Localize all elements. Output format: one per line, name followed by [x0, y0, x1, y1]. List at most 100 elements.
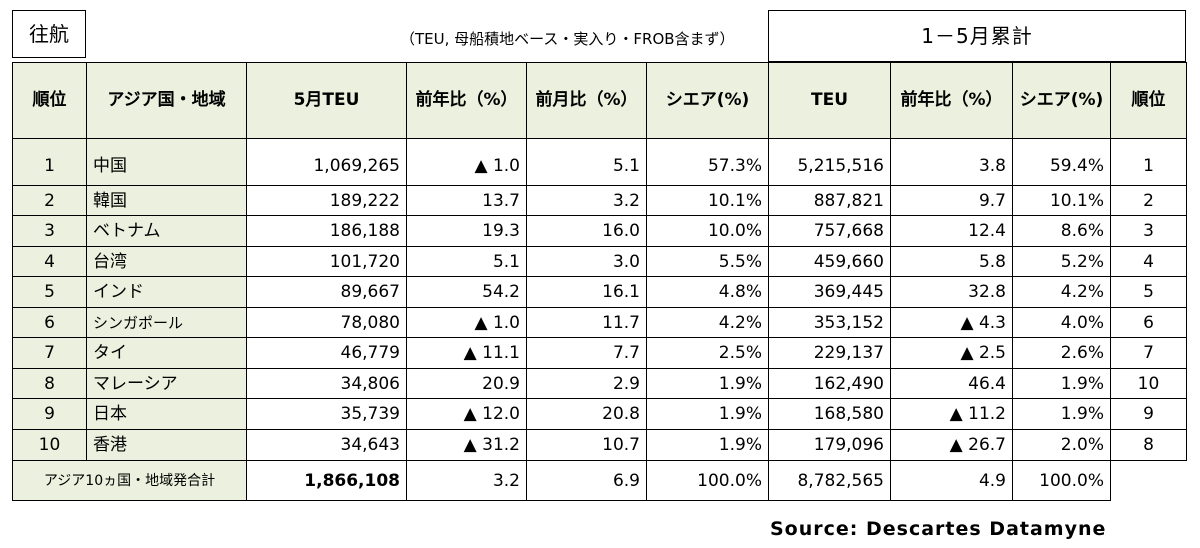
- total-mom: 6.9: [526, 460, 647, 501]
- cum-teu-cell: 229,137: [768, 337, 891, 369]
- cum-yoy-cell: 12.4: [890, 215, 1013, 247]
- cum-share-cell: 2.6%: [1012, 337, 1111, 369]
- cum-share-cell: 4.0%: [1012, 307, 1111, 338]
- cum-rank-cell: 1: [1110, 138, 1187, 186]
- rank-cell: 4: [12, 246, 87, 277]
- cum-teu-cell: 168,580: [768, 398, 891, 430]
- cum-rank-cell: 8: [1110, 429, 1187, 461]
- total-cum-yoy: 4.9: [890, 460, 1013, 501]
- region-cell: 台湾: [86, 246, 247, 277]
- yoy-cell: ▲ 1.0: [406, 307, 527, 338]
- rank-cell: 10: [12, 429, 87, 461]
- share-cell: 1.9%: [646, 368, 769, 399]
- region-cell: 日本: [86, 398, 247, 430]
- rank-cell: 7: [12, 337, 87, 369]
- mom-cell: 5.1: [526, 138, 647, 186]
- may-teu-cell: 46,779: [246, 337, 407, 369]
- cum-yoy-cell: ▲ 26.7: [890, 429, 1013, 461]
- rank-cell: 2: [12, 185, 87, 216]
- region-cell: タイ: [86, 337, 247, 369]
- table-note: （TEU, 母船積地ベース・実入り・FROB含まず）: [400, 30, 735, 48]
- mom-cell: 20.8: [526, 398, 647, 430]
- cum-teu-cell: 757,668: [768, 215, 891, 247]
- region-cell: シンガポール: [86, 307, 247, 338]
- may-teu-cell: 189,222: [246, 185, 407, 216]
- column-header-mom: 前月比（%）: [526, 62, 647, 139]
- rank-cell: 3: [12, 215, 87, 247]
- rank-cell: 1: [12, 138, 87, 186]
- cum-rank-cell: 4: [1110, 246, 1187, 277]
- may-teu-cell: 35,739: [246, 398, 407, 430]
- route-label: 往航: [12, 10, 86, 58]
- region-cell: 中国: [86, 138, 247, 186]
- yoy-cell: 54.2: [406, 276, 527, 308]
- cum-teu-cell: 179,096: [768, 429, 891, 461]
- cum-rank-cell: 2: [1110, 185, 1187, 216]
- region-cell: 韓国: [86, 185, 247, 216]
- cum-yoy-cell: ▲ 11.2: [890, 398, 1013, 430]
- cum-share-cell: 2.0%: [1012, 429, 1111, 461]
- cum-teu-cell: 459,660: [768, 246, 891, 277]
- yoy-cell: ▲ 1.0: [406, 138, 527, 186]
- mom-cell: 3.2: [526, 185, 647, 216]
- mom-cell: 7.7: [526, 337, 647, 369]
- column-header-region: アジア国・地域: [86, 62, 247, 139]
- total-cum-teu: 8,782,565: [768, 460, 891, 501]
- yoy-cell: ▲ 31.2: [406, 429, 527, 461]
- yoy-cell: ▲ 11.1: [406, 337, 527, 369]
- cum-yoy-cell: 9.7: [890, 185, 1013, 216]
- column-header-rank: 順位: [12, 62, 87, 139]
- cum-yoy-cell: 46.4: [890, 368, 1013, 399]
- column-header-may-teu: 5月TEU: [246, 62, 407, 139]
- mom-cell: 16.1: [526, 276, 647, 308]
- may-teu-cell: 101,720: [246, 246, 407, 277]
- cum-yoy-cell: ▲ 4.3: [890, 307, 1013, 338]
- mom-cell: 3.0: [526, 246, 647, 277]
- share-cell: 57.3%: [646, 138, 769, 186]
- yoy-cell: 19.3: [406, 215, 527, 247]
- cum-teu-cell: 369,445: [768, 276, 891, 308]
- share-cell: 1.9%: [646, 398, 769, 430]
- share-cell: 1.9%: [646, 429, 769, 461]
- cum-rank-cell: 3: [1110, 215, 1187, 247]
- cum-teu-cell: 887,821: [768, 185, 891, 216]
- cum-share-cell: 1.9%: [1012, 368, 1111, 399]
- region-cell: マレーシア: [86, 368, 247, 399]
- cum-share-cell: 5.2%: [1012, 246, 1111, 277]
- rank-cell: 9: [12, 398, 87, 430]
- rank-cell: 8: [12, 368, 87, 399]
- cum-rank-cell: 5: [1110, 276, 1187, 308]
- cum-share-cell: 59.4%: [1012, 138, 1111, 186]
- share-cell: 4.2%: [646, 307, 769, 338]
- column-header-yoy: 前年比（%）: [406, 62, 527, 139]
- cum-teu-cell: 162,490: [768, 368, 891, 399]
- column-header-cum-share: シエア(%): [1012, 62, 1111, 139]
- cum-share-cell: 1.9%: [1012, 398, 1111, 430]
- mom-cell: 11.7: [526, 307, 647, 338]
- cum-share-cell: 8.6%: [1012, 215, 1111, 247]
- source-credit: Source: Descartes Datamyne: [770, 518, 1107, 540]
- total-may-teu: 1,866,108: [246, 460, 407, 501]
- share-cell: 5.5%: [646, 246, 769, 277]
- column-header-share: シエア(%): [646, 62, 769, 139]
- share-cell: 4.8%: [646, 276, 769, 308]
- cum-teu-cell: 5,215,516: [768, 138, 891, 186]
- mom-cell: 10.7: [526, 429, 647, 461]
- total-share: 100.0%: [646, 460, 769, 501]
- cumulative-header: 1－5月累計: [768, 10, 1186, 62]
- may-teu-cell: 1,069,265: [246, 138, 407, 186]
- total-yoy: 3.2: [406, 460, 527, 501]
- column-header-cum-yoy: 前年比（%）: [890, 62, 1013, 139]
- yoy-cell: 5.1: [406, 246, 527, 277]
- cum-share-cell: 10.1%: [1012, 185, 1111, 216]
- mom-cell: 16.0: [526, 215, 647, 247]
- region-cell: 香港: [86, 429, 247, 461]
- cum-yoy-cell: ▲ 2.5: [890, 337, 1013, 369]
- column-header-cum-teu: TEU: [768, 62, 891, 139]
- cum-rank-cell: 10: [1110, 368, 1187, 399]
- yoy-cell: 13.7: [406, 185, 527, 216]
- cum-teu-cell: 353,152: [768, 307, 891, 338]
- share-cell: 10.1%: [646, 185, 769, 216]
- region-cell: ベトナム: [86, 215, 247, 247]
